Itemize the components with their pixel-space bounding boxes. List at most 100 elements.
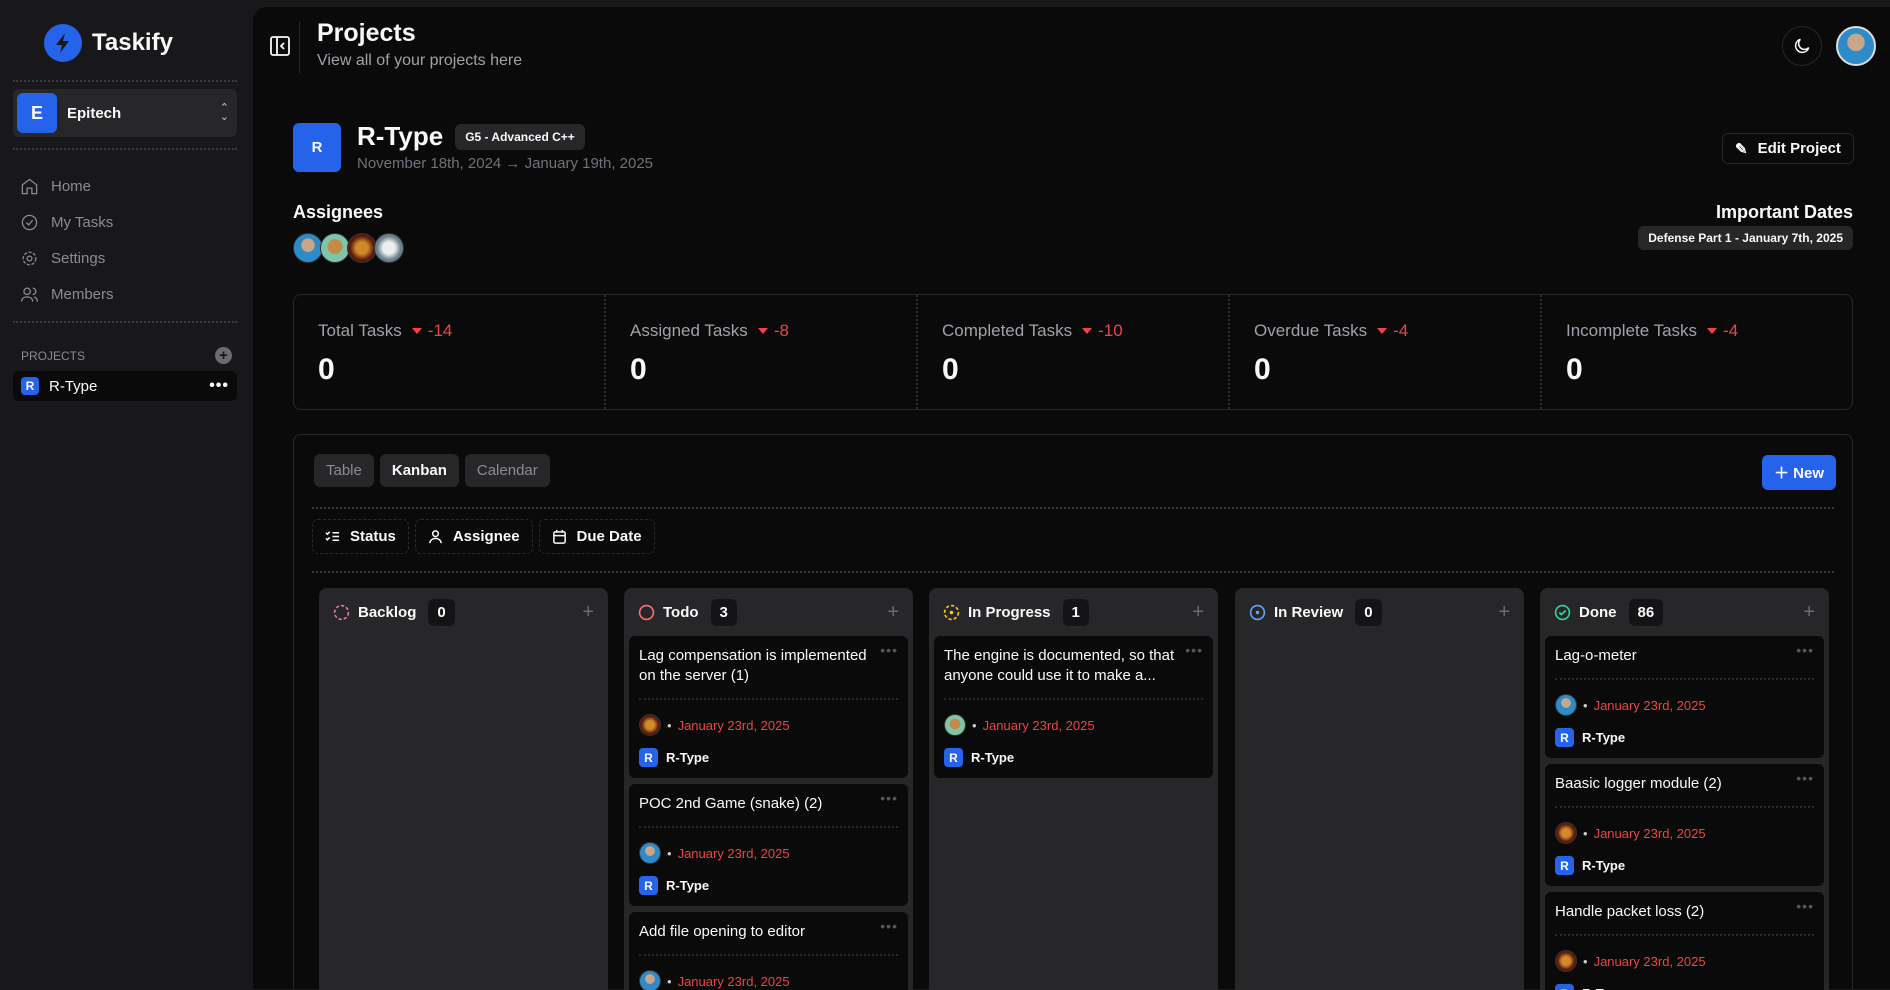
tab-calendar[interactable]: Calendar	[464, 454, 550, 487]
sidebar: Taskify E Epitech ⌃ ⌄ Home My Tasks Setti…	[0, 0, 253, 989]
column-header: In Review 0 +	[1240, 588, 1519, 636]
more-icon[interactable]: •••	[880, 642, 898, 658]
trend-down-icon	[1707, 328, 1718, 334]
nav-label: My Tasks	[51, 213, 114, 231]
task-due-date: January 23rd, 2025	[677, 717, 790, 733]
task-project: R-Type	[666, 750, 710, 765]
filter-label: Assignee	[452, 528, 520, 545]
task-project: R-Type	[1582, 986, 1625, 990]
assignee-avatar	[944, 714, 966, 736]
task-card[interactable]: The engine is documented, so that anyone…	[934, 636, 1213, 778]
kanban-column-done[interactable]: Done 86 + Lag-o-meter ••• • January 23rd, 2025…	[1540, 588, 1829, 990]
dot-separator: •	[972, 717, 977, 733]
more-icon[interactable]: •••	[209, 377, 229, 394]
workspace-switcher[interactable]: E Epitech ⌃ ⌄	[13, 89, 237, 137]
theme-toggle-button[interactable]	[1782, 26, 1822, 66]
task-project: R-Type	[1582, 858, 1626, 873]
assignee-avatar	[639, 842, 661, 864]
app-name: Taskify	[92, 29, 173, 56]
home-icon	[21, 178, 38, 194]
add-task-icon[interactable]: +	[1192, 600, 1204, 623]
project-avatar: R	[21, 377, 39, 395]
stat-value: 0	[318, 353, 335, 386]
task-card[interactable]: Lag-o-meter ••• • January 23rd, 2025 R R-Type	[1545, 636, 1824, 758]
stat-value: 0	[630, 353, 647, 386]
assignee-avatar	[1555, 950, 1577, 972]
task-card[interactable]: Lag compensation is implemented on the s…	[629, 636, 908, 778]
filter-assignee[interactable]: Assignee	[414, 519, 533, 554]
add-task-icon[interactable]: +	[582, 600, 594, 623]
task-card[interactable]: Baasic logger module (2) ••• • January 23rd…	[1545, 764, 1824, 886]
avatar[interactable]	[374, 233, 404, 263]
moon-icon	[1794, 38, 1810, 54]
tab-kanban[interactable]: Kanban	[379, 454, 459, 487]
add-task-icon[interactable]: +	[887, 600, 899, 623]
task-card[interactable]: POC 2nd Game (snake) (2) ••• • January 23rd…	[629, 784, 908, 906]
task-title: The engine is documented, so that anyone…	[944, 647, 1175, 684]
avatar[interactable]	[347, 233, 377, 263]
workspace-name: Epitech	[67, 104, 122, 122]
task-title: Add file opening to editor	[639, 923, 805, 940]
add-task-icon[interactable]: +	[1498, 600, 1510, 623]
new-task-button[interactable]: ＋ New	[1761, 455, 1836, 490]
more-icon[interactable]: •••	[1796, 642, 1814, 658]
task-card[interactable]: Handle packet loss (2) ••• • January 23rd, …	[1545, 892, 1824, 990]
logo[interactable]: Taskify	[44, 24, 173, 62]
more-icon[interactable]: •••	[1185, 642, 1203, 658]
stat-delta: -14	[427, 321, 453, 340]
filter-label: Status	[350, 528, 396, 545]
dot-separator: •	[1583, 953, 1588, 969]
column-title: In Review	[1274, 603, 1344, 621]
filter-due-date[interactable]: Due Date	[538, 519, 655, 554]
task-board: Table Kanban Calendar ＋ New Status Assignee…	[293, 434, 1853, 990]
filter-label: Due Date	[576, 528, 642, 545]
avatar[interactable]	[293, 233, 323, 263]
important-date-badge: Defense Part 1 - January 7th, 2025	[1638, 226, 1853, 250]
calendar-icon	[552, 529, 566, 544]
column-title: Backlog	[358, 603, 417, 621]
column-title: In Progress	[968, 603, 1051, 621]
stat-label: Incomplete Tasks	[1566, 321, 1698, 340]
nav-members[interactable]: Members	[20, 276, 235, 312]
user-avatar[interactable]	[1836, 26, 1876, 66]
important-dates-heading: Important Dates	[1715, 202, 1853, 222]
sidebar-toggle-icon[interactable]	[269, 35, 291, 57]
tab-table[interactable]: Table	[314, 454, 374, 487]
nav-home[interactable]: Home	[20, 168, 235, 204]
task-project: R-Type	[971, 750, 1015, 765]
add-task-icon[interactable]: +	[1803, 600, 1815, 623]
nav: Home My Tasks Settings Members	[20, 168, 235, 312]
dot-separator: •	[667, 973, 672, 989]
more-icon[interactable]: •••	[880, 918, 898, 934]
task-due-date: January 23rd, 2025	[1593, 825, 1706, 841]
stat-label: Assigned Tasks	[630, 321, 748, 340]
column-count: 0	[428, 598, 455, 626]
task-card[interactable]: Add file opening to editor ••• • January 23…	[629, 912, 908, 990]
stat-incomplete-tasks: Incomplete Tasks -4 0	[1542, 295, 1852, 409]
nav-my-tasks[interactable]: My Tasks	[20, 204, 235, 240]
status-icon	[1554, 604, 1571, 620]
more-icon[interactable]: •••	[1796, 770, 1814, 786]
edit-project-button[interactable]: ✎ Edit Project	[1722, 133, 1854, 164]
project-avatar: R	[639, 876, 658, 895]
stat-delta: -4	[1393, 321, 1409, 340]
project-avatar: R	[1555, 984, 1574, 990]
sidebar-project-r-type[interactable]: R R-Type •••	[13, 371, 237, 401]
stats-panel: Total Tasks -14 0 Assigned Tasks -8 0 Comple…	[293, 294, 1853, 410]
workspace-avatar: E	[17, 93, 57, 133]
avatar[interactable]	[320, 233, 350, 263]
nav-settings[interactable]: Settings	[20, 240, 235, 276]
kanban-column-todo[interactable]: Todo 3 + Lag compensation is implemented on…	[624, 588, 913, 990]
kanban-column-in-review[interactable]: In Review 0 +	[1235, 588, 1524, 990]
column-header: Done 86 +	[1545, 588, 1824, 636]
trend-down-icon	[757, 328, 768, 334]
more-icon[interactable]: •••	[1796, 898, 1814, 914]
main-panel: Projects View all of your projects here …	[253, 7, 1890, 990]
status-icon	[1249, 604, 1266, 620]
more-icon[interactable]: •••	[880, 790, 898, 806]
filter-status[interactable]: Status	[312, 519, 409, 554]
kanban-column-in-progress[interactable]: In Progress 1 + The engine is documented, s…	[929, 588, 1218, 990]
add-project-icon[interactable]: +	[215, 347, 232, 364]
chevron-up-down-icon: ⌃ ⌄	[219, 102, 229, 123]
kanban-column-backlog[interactable]: Backlog 0 +	[319, 588, 608, 990]
